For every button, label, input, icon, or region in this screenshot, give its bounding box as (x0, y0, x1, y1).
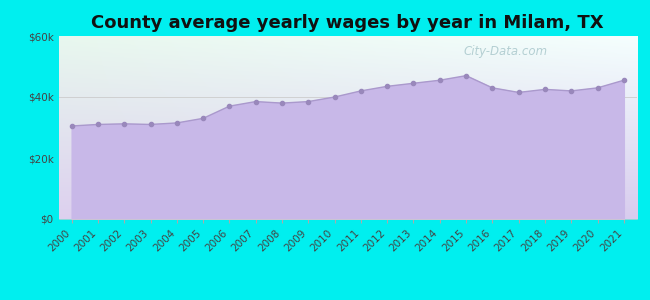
Title: County average yearly wages by year in Milam, TX: County average yearly wages by year in M… (92, 14, 604, 32)
Text: City-Data.com: City-Data.com (463, 45, 547, 58)
